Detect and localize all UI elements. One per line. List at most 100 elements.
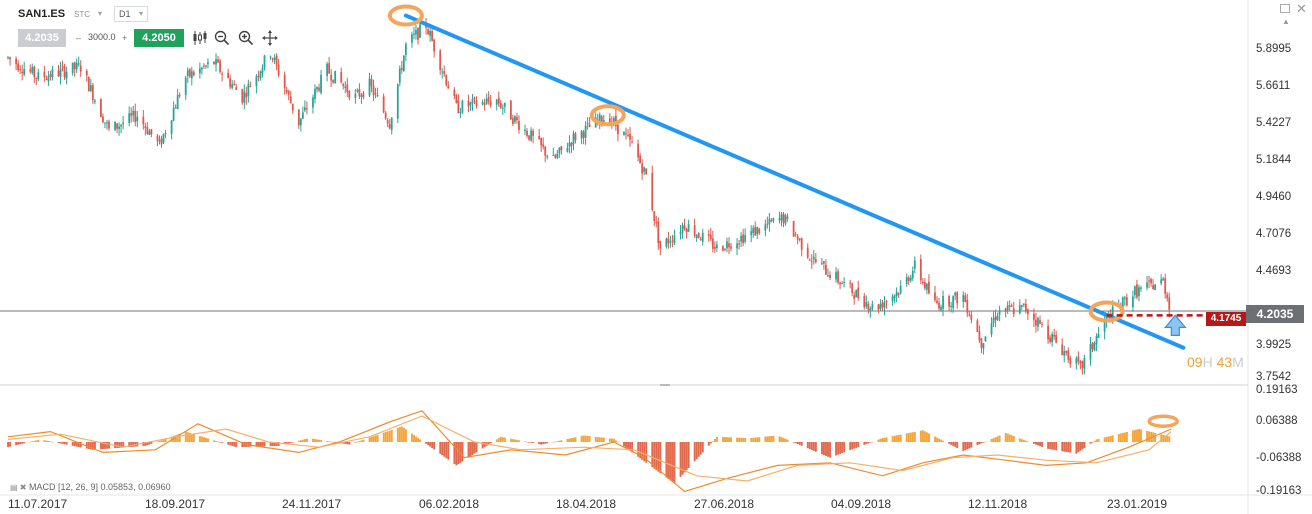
macd-histogram-bar — [885, 437, 888, 442]
macd-histogram-bar — [73, 442, 76, 447]
macd-histogram-bar — [316, 439, 319, 442]
macd-histogram-bar — [1154, 432, 1157, 442]
crosshair-move-icon[interactable] — [262, 30, 278, 49]
candle-body — [891, 296, 894, 302]
macd-histogram-bar — [425, 442, 428, 444]
candle-body — [796, 236, 799, 240]
candle-body — [495, 99, 498, 105]
candle-body — [1008, 305, 1011, 307]
macd-histogram-bar — [814, 442, 817, 452]
candle-body — [299, 118, 302, 126]
macd-histogram-bar — [612, 438, 615, 442]
scroll-up-icon[interactable]: ▲ — [1282, 17, 1290, 26]
candle-body — [356, 90, 359, 92]
macd-histogram-bar — [122, 442, 125, 448]
candle-body — [768, 218, 771, 225]
macd-histogram-bar — [184, 431, 187, 442]
macd-histogram-bar — [318, 439, 321, 442]
sell-price-button[interactable]: 4.2035 — [18, 29, 66, 47]
macd-histogram-bar — [572, 437, 575, 442]
macd-histogram-bar — [584, 435, 587, 442]
candle-body — [1037, 318, 1039, 327]
macd-histogram-bar — [241, 442, 244, 448]
candle-body — [837, 271, 839, 283]
candle-body — [445, 75, 448, 86]
candle-body — [178, 95, 181, 97]
candle-body — [544, 146, 547, 156]
macd-histogram-bar — [398, 427, 401, 442]
candle-body — [57, 70, 60, 77]
macd-histogram-bar — [681, 442, 684, 475]
macd-histogram-bar — [1119, 433, 1122, 442]
macd-histogram-bar — [1117, 433, 1120, 442]
macd-histogram-bar — [360, 440, 363, 442]
macd-histogram-bar — [411, 433, 413, 442]
volume-input[interactable]: 3000.0 — [88, 32, 116, 42]
macd-histogram-bar — [699, 442, 702, 455]
alert-price-tag[interactable]: 4.1745 — [1206, 312, 1246, 326]
timeframe-select[interactable]: D1 — [114, 6, 148, 22]
macd-histogram-bar — [653, 442, 656, 469]
macd-histogram-bar — [9, 442, 12, 447]
y-tick: 4.4693 — [1256, 265, 1292, 277]
candle-body — [730, 246, 732, 249]
macd-indicator-label[interactable]: ▤ ✖ MACD [12, 26, 9] 0.05853, 0.06960 — [10, 482, 171, 492]
last-price-tag: 4.2035 — [1246, 305, 1304, 323]
buy-price-button[interactable]: 4.2050 — [134, 29, 184, 47]
candle-body — [699, 239, 702, 241]
timeframe-chevron-down-icon[interactable]: ▾ — [139, 9, 144, 18]
candle-body — [368, 78, 371, 96]
symbol-name[interactable]: SAN1.ES — [18, 8, 66, 20]
candlestick-type-icon[interactable] — [192, 30, 208, 49]
macd-histogram-bar — [806, 442, 809, 449]
candle-body — [617, 124, 619, 135]
candle-body — [1105, 315, 1108, 321]
macd-histogram-bar — [1109, 435, 1112, 442]
instrument-type-chevron-down-icon[interactable]: ▾ — [98, 9, 103, 18]
pane-resize-handle[interactable] — [660, 384, 670, 386]
indicator-settings-icon[interactable]: ▤ ✖ — [10, 483, 27, 492]
macd-histogram-bar — [724, 437, 726, 442]
candle-body — [1035, 319, 1037, 326]
candle-body — [49, 74, 52, 77]
zoom-in-icon[interactable] — [238, 30, 254, 49]
candle-body — [754, 226, 757, 236]
macd-histogram-bar — [455, 442, 458, 466]
instrument-type-label[interactable]: STC — [74, 10, 90, 19]
macd-histogram-bar — [1037, 442, 1039, 446]
macd-histogram-bar — [709, 442, 712, 444]
macd-histogram-bar — [1089, 442, 1092, 444]
macd-histogram-bar — [207, 438, 209, 442]
zoom-out-icon[interactable] — [214, 30, 230, 49]
candle-body — [1148, 280, 1150, 282]
candle-body — [598, 114, 601, 123]
macd-histogram-bar — [1061, 442, 1064, 452]
macd-histogram-bar — [475, 442, 478, 453]
candle-body — [45, 78, 48, 80]
volume-increase-button[interactable]: + — [122, 33, 128, 43]
macd-histogram-bar — [1103, 437, 1106, 442]
macd-histogram-bar — [362, 439, 365, 442]
macd-histogram-bar — [63, 442, 66, 445]
macd-histogram-bar — [1067, 442, 1070, 453]
volume-decrease-button[interactable]: – — [76, 33, 82, 43]
macd-histogram-bar — [812, 442, 815, 451]
countdown-hours: 09 — [1187, 354, 1203, 370]
restore-icon[interactable] — [1280, 4, 1290, 13]
candle-body — [857, 287, 860, 298]
candle-body — [114, 121, 116, 131]
candle-body — [130, 113, 133, 116]
candle-body — [570, 142, 573, 147]
candle-body — [297, 109, 300, 126]
macd-histogram-bar — [772, 435, 775, 442]
candle-body — [1004, 308, 1007, 312]
macd-histogram-bar — [934, 436, 936, 442]
macd-histogram-bar — [233, 442, 236, 447]
macd-histogram-bar — [970, 442, 973, 448]
macd-histogram-bar — [954, 442, 957, 447]
macd-histogram-bar — [936, 437, 938, 442]
candle-body — [91, 85, 94, 101]
macd-histogram-bar — [330, 441, 333, 443]
close-icon[interactable]: ✕ — [1296, 1, 1307, 16]
